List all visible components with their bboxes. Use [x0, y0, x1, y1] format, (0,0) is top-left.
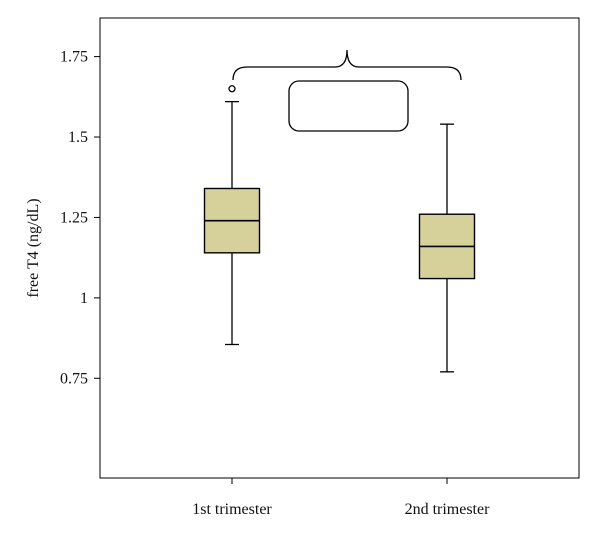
comparison-brace — [232, 49, 462, 81]
y-tick-label: 0.75 — [60, 370, 88, 387]
box-group — [203, 85, 476, 373]
y-tick-label: 1.25 — [60, 209, 88, 226]
y-tick-label: 1 — [80, 290, 88, 307]
outlier-point — [228, 85, 236, 93]
x-axis: 1st trimester 2nd trimester — [192, 478, 490, 518]
x-tick-label: 1st trimester — [192, 501, 272, 518]
y-axis: 0.75 1 1.25 1.5 1.75 — [60, 49, 100, 387]
annotation-group — [232, 49, 462, 132]
plot-frame — [99, 17, 580, 479]
x-tick-label: 2nd trimester — [405, 501, 491, 518]
y-tick-label: 1.5 — [68, 129, 88, 146]
box-1 — [203, 85, 261, 346]
annotation-box — [288, 80, 409, 132]
y-axis-title: free T4 (ng/dL) — [25, 198, 42, 297]
box-2 — [418, 123, 476, 373]
y-tick-label: 1.75 — [60, 49, 88, 66]
